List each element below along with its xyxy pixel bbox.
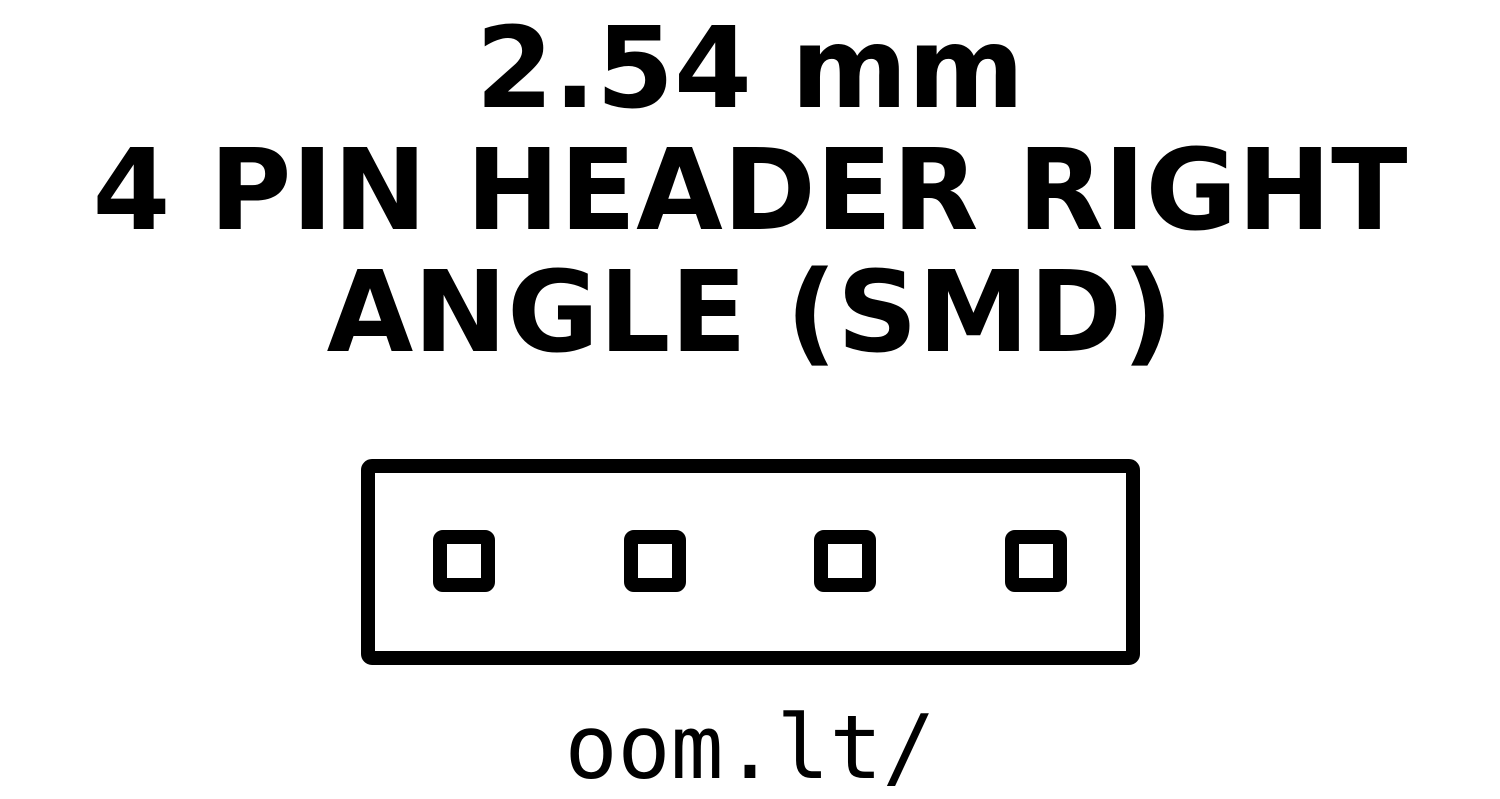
pin-4-pad [1005, 530, 1067, 592]
title-line-1: 2.54 mm [475, 4, 1025, 134]
pin-2-pad [624, 530, 686, 592]
title-line-2: 4 PIN HEADER RIGHT [92, 126, 1408, 256]
title-line-3: ANGLE (SMD) [326, 248, 1174, 378]
footer-url: oom.lt/ [564, 696, 936, 799]
header-diagram [361, 459, 1140, 665]
pin-3-pad [814, 530, 876, 592]
pin-1-pad [433, 530, 495, 592]
header-body-outline [361, 459, 1140, 665]
